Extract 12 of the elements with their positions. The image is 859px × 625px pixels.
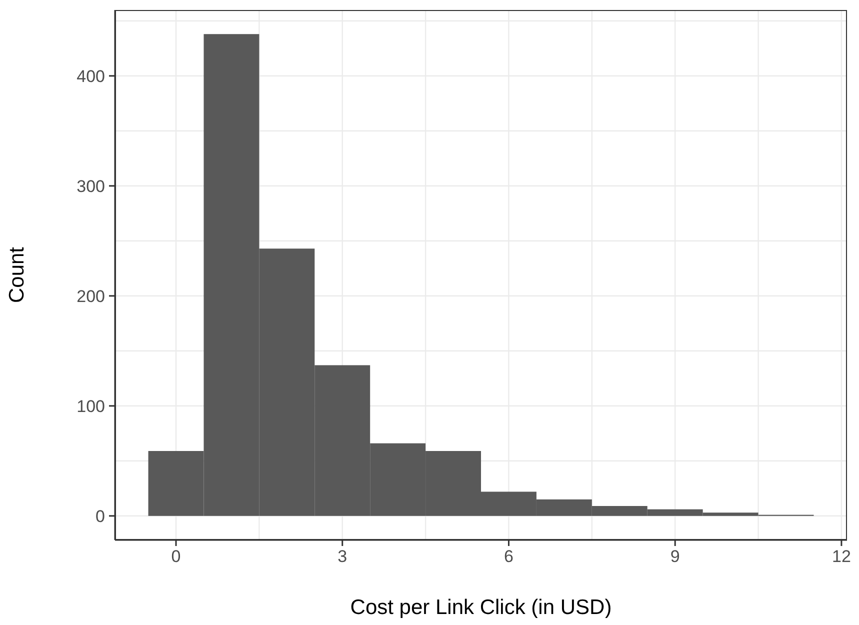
x-tick-label: 3 bbox=[338, 547, 348, 566]
x-axis-title: Cost per Link Click (in USD) bbox=[350, 596, 612, 619]
x-tick-label: 9 bbox=[670, 547, 680, 566]
y-tick-label: 400 bbox=[76, 66, 105, 86]
y-tick-label: 100 bbox=[76, 396, 105, 416]
y-tick-label: 200 bbox=[76, 286, 105, 306]
x-tick-label: 0 bbox=[171, 547, 181, 566]
y-tick-label: 300 bbox=[76, 176, 105, 196]
x-tick-label: 12 bbox=[832, 547, 851, 566]
y-axis-title: Count bbox=[5, 246, 28, 304]
x-tick-label: 6 bbox=[504, 547, 514, 566]
y-tick-label: 0 bbox=[96, 506, 105, 526]
